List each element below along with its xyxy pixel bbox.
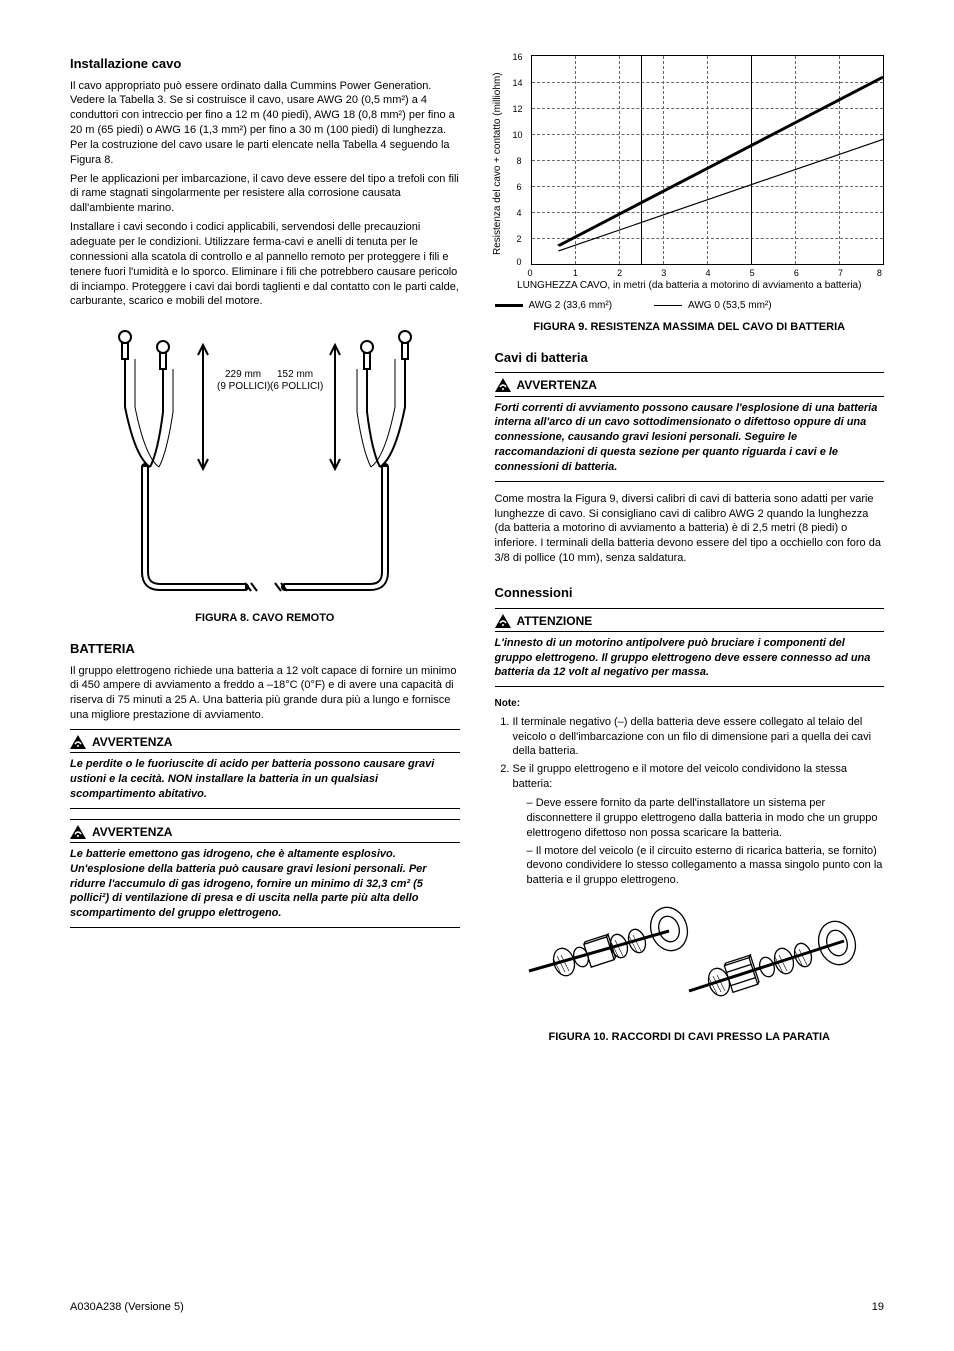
warning-acid: AVVERTENZA Le perdite o le fuoriuscite d… (70, 729, 460, 809)
svg-text:(9 POLLICI): (9 POLLICI) (217, 381, 270, 392)
heading-connections: Connessioni (495, 584, 885, 602)
warning-triangle-icon (70, 735, 86, 749)
note-1: Il terminale negativo (–) della batteria… (513, 715, 885, 760)
chart-x-ticks: 0 1 2 3 4 5 6 7 8 (531, 267, 885, 279)
warn1-head: AVVERTENZA (92, 734, 172, 750)
para-battery: Il gruppo elettrogeno richiede una batte… (70, 664, 460, 723)
warn2-head: AVVERTENZA (92, 824, 172, 840)
figure-8-caption: FIGURA 8. CAVO REMOTO (70, 611, 460, 626)
figure-10-bulkhead-fittings (519, 896, 859, 1026)
svg-text:(6 POLLICI): (6 POLLICI) (270, 381, 323, 392)
warn3-body: Forti correnti di avviamento possono cau… (495, 401, 885, 475)
resistance-chart (531, 55, 885, 265)
warn2-body: Le batterie emettono gas idrogeno, che è… (70, 847, 460, 921)
para-cable-gauge: Come mostra la Figura 9, diversi calibri… (495, 492, 885, 566)
warn1-body: Le perdite o le fuoriuscite di acido per… (70, 757, 460, 802)
legend-a-text: AWG 2 (33,6 mm²) (529, 299, 613, 313)
fig8-dim-b: 152 mm (277, 369, 313, 380)
series-awg0-thin (558, 139, 883, 251)
warn4-body: L'innesto di un motorino antipolvere può… (495, 636, 885, 681)
para-cable-2: Per le applicazioni per imbarcazione, il… (70, 172, 460, 217)
right-column: Resistenza del cavo + contatto (milliohm… (495, 55, 885, 1045)
caution-triangle-icon (495, 614, 511, 628)
notes-list: Il terminale negativo (–) della batteria… (495, 715, 885, 888)
warn3-head: AVVERTENZA (517, 377, 597, 393)
note-2: Se il gruppo elettrogeno e il motore del… (513, 762, 885, 888)
legend-b-text: AWG 0 (53,5 mm²) (688, 299, 772, 313)
warning-hydrogen: AVVERTENZA Le batterie emettono gas idro… (70, 819, 460, 928)
series-awg2-thick (558, 77, 883, 246)
chart-wrapper: Resistenza del cavo + contatto (milliohm… (495, 55, 885, 265)
legend-thin-line-icon (654, 305, 682, 306)
note-2-text: Se il gruppo elettrogeno e il motore del… (513, 763, 847, 790)
notes-heading: Note: (495, 697, 885, 711)
legend-thick-line-icon (495, 304, 523, 307)
heading-install-cable: Installazione cavo (70, 55, 460, 73)
para-cable-3: Installare i cavi secondo i codici appli… (70, 220, 460, 309)
page-columns: Installazione cavo Il cavo appropriato p… (70, 55, 884, 1045)
warn4-head: ATTENZIONE (517, 613, 593, 629)
note-2a: Deve essere fornito da parte dell'instal… (527, 796, 885, 841)
figure-10-caption: FIGURA 10. RACCORDI DI CAVI PRESSO LA PA… (495, 1030, 885, 1045)
caution-starter-dust: ATTENZIONE L'innesto di un motorino anti… (495, 608, 885, 688)
warning-triangle-icon (495, 378, 511, 392)
heading-battery: BATTERIA (70, 640, 460, 658)
para-cable-1: Il cavo appropriato può essere ordinato … (70, 79, 460, 168)
heading-battery-cables: Cavi di batteria (495, 349, 885, 367)
footer-page-number: 19 (872, 1300, 884, 1315)
page-footer: A030A238 (Versione 5) 19 (70, 1300, 884, 1315)
chart-y-label: Resistenza del cavo + contatto (milliohm… (491, 72, 505, 255)
chart-x-label: LUNGHEZZA CAVO, in metri (da batteria a … (495, 279, 885, 293)
figure-9-caption: FIGURA 9. RESISTENZA MASSIMA DEL CAVO DI… (495, 320, 885, 335)
warning-triangle-icon (70, 825, 86, 839)
note-2b: Il motore del veicolo (e il circuito est… (527, 844, 885, 889)
warning-starting-current: AVVERTENZA Forti correnti di avviamento … (495, 372, 885, 481)
footer-doc-id: A030A238 (Versione 5) (70, 1300, 184, 1315)
left-column: Installazione cavo Il cavo appropriato p… (70, 55, 460, 1045)
legend-awg2: AWG 2 (33,6 mm²) AWG 0 (53,5 mm²) (495, 299, 885, 313)
fig8-dim-a: 229 mm (225, 369, 261, 380)
figure-8-remote-cable: 229 mm (9 POLLICI) 152 mm (6 POLLICI) (95, 317, 435, 607)
